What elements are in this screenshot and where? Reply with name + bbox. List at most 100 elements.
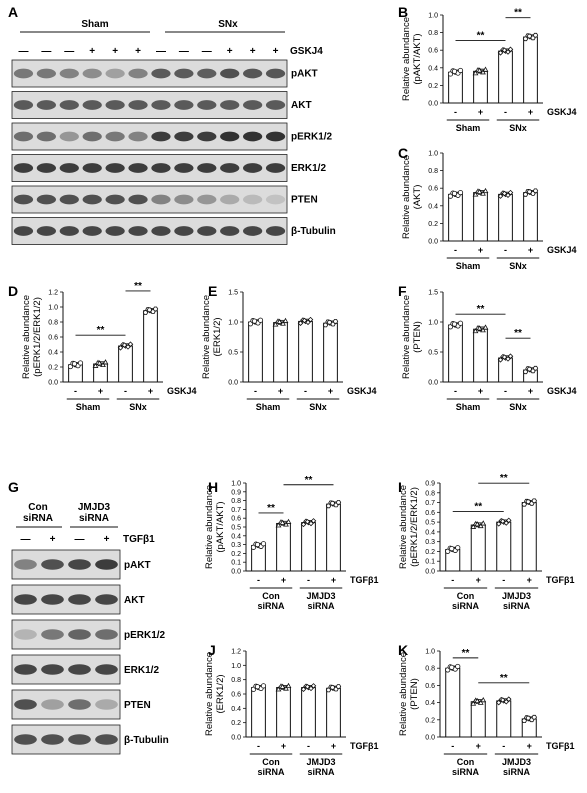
blot-band	[151, 131, 171, 142]
treatment-label: TGFβ1	[350, 575, 379, 585]
data-point	[472, 70, 479, 76]
data-point	[329, 685, 336, 690]
data-point	[305, 319, 311, 326]
y-tick-label: 1.2	[48, 290, 58, 297]
group-label: JMJD3	[502, 591, 531, 601]
blot-band	[95, 734, 118, 745]
blot-band	[82, 194, 102, 205]
data-point	[480, 696, 487, 703]
band-label: pERK1/2	[124, 630, 166, 641]
y-axis-label-line: (PTEN)	[409, 678, 420, 710]
y-tick-label: 0.2	[48, 365, 58, 372]
treatment-sign: +	[328, 386, 333, 396]
blot-band	[82, 226, 102, 236]
treatment-label: GSKJ4	[547, 245, 577, 255]
y-tick-label: 0.4	[425, 529, 435, 536]
data-point	[260, 541, 267, 547]
blot-a: Sham SNx — — — + + + — — — + + + GSKJ4 pAKT AKT pERK1/2 ER…	[11, 19, 336, 245]
blot-band	[68, 664, 91, 675]
blot-band	[265, 226, 286, 236]
significance-label: **	[97, 325, 105, 336]
chart-i: 0.0 0.1 0.2 0.3 0.4 0.5 0.6 0.7 0.8 0.9 Relative a…	[398, 473, 575, 611]
group-label: siRNA	[257, 601, 285, 611]
y-tick-label: 0.4	[425, 700, 435, 707]
lane-sign: +	[89, 46, 95, 57]
data-point	[332, 319, 339, 324]
data-point	[472, 191, 479, 197]
data-point	[300, 521, 307, 528]
treatment-label: GSKJ4	[547, 107, 577, 117]
blot-band	[151, 163, 171, 173]
blot-band	[41, 664, 64, 675]
data-point	[304, 518, 311, 525]
y-tick-label: 0.0	[425, 569, 435, 576]
y-tick-label: 0.4	[231, 706, 241, 713]
blot-band	[41, 594, 64, 605]
data-point	[503, 698, 510, 705]
y-axis-label-line: Relative abundance	[401, 17, 412, 101]
bar	[323, 322, 338, 383]
significance-label: **	[500, 473, 508, 484]
panel-label-f: F	[398, 283, 407, 299]
data-point	[335, 500, 342, 505]
y-tick-label: 0.8	[425, 490, 435, 497]
data-point	[260, 683, 267, 689]
treatment-sign: -	[124, 386, 127, 396]
treatment-sign: +	[527, 575, 532, 585]
blot-band	[265, 163, 286, 173]
lane-sign: +	[112, 46, 118, 57]
bar	[445, 667, 461, 738]
y-tick-label: 0.4	[231, 533, 241, 540]
blot-band	[151, 194, 171, 205]
blot-band	[197, 163, 217, 173]
band-label: pERK1/2	[291, 132, 333, 143]
group-label: Sham	[456, 402, 481, 412]
y-tick-label: 0.1	[425, 559, 435, 566]
blot-band	[174, 68, 194, 79]
blot-band	[59, 226, 79, 236]
y-tick-label: 0.8	[48, 320, 58, 327]
y-tick-label: 0.0	[228, 380, 238, 387]
significance-label: **	[267, 503, 275, 514]
y-tick-label: 0.8	[428, 168, 438, 175]
panel-label-k: K	[398, 642, 408, 658]
group-label: siRNA	[503, 601, 531, 611]
data-point	[127, 341, 134, 347]
y-tick-label: 0.7	[231, 507, 241, 514]
blot-band	[41, 629, 64, 640]
y-tick-label: 1.0	[231, 481, 241, 488]
blot-band	[265, 131, 286, 142]
group-label: siRNA	[257, 767, 285, 777]
group-label: JMJD3	[306, 757, 335, 767]
data-point	[310, 518, 317, 524]
data-point	[279, 683, 286, 689]
blot-band	[197, 68, 217, 79]
blot-band	[14, 629, 37, 640]
data-point	[482, 187, 489, 194]
blot-band	[36, 100, 56, 110]
data-point	[503, 520, 510, 526]
y-tick-label: 0.8	[231, 498, 241, 505]
group-label: Con	[262, 757, 280, 767]
y-tick-label: 0.0	[231, 569, 241, 576]
panel-label-c: C	[398, 145, 408, 161]
blot-band	[197, 131, 217, 142]
blot-band	[13, 163, 34, 173]
lane-sign: —	[75, 534, 85, 545]
blot-treatment-label: TGFβ1	[123, 534, 155, 545]
blot-band	[13, 226, 34, 236]
group-label: JMJD3	[306, 591, 335, 601]
data-point	[501, 47, 508, 53]
bar	[496, 521, 512, 572]
y-axis-label-line: (PTEN)	[412, 321, 423, 353]
data-point	[455, 663, 461, 670]
blot-band	[14, 699, 37, 710]
y-tick-label: 0.2	[425, 549, 435, 556]
y-tick-label: 0.2	[231, 551, 241, 558]
blot-band	[243, 163, 263, 173]
bar	[276, 522, 291, 572]
treatment-sign: -	[307, 575, 310, 585]
bar	[473, 328, 488, 383]
y-tick-label: 0.8	[425, 666, 435, 673]
